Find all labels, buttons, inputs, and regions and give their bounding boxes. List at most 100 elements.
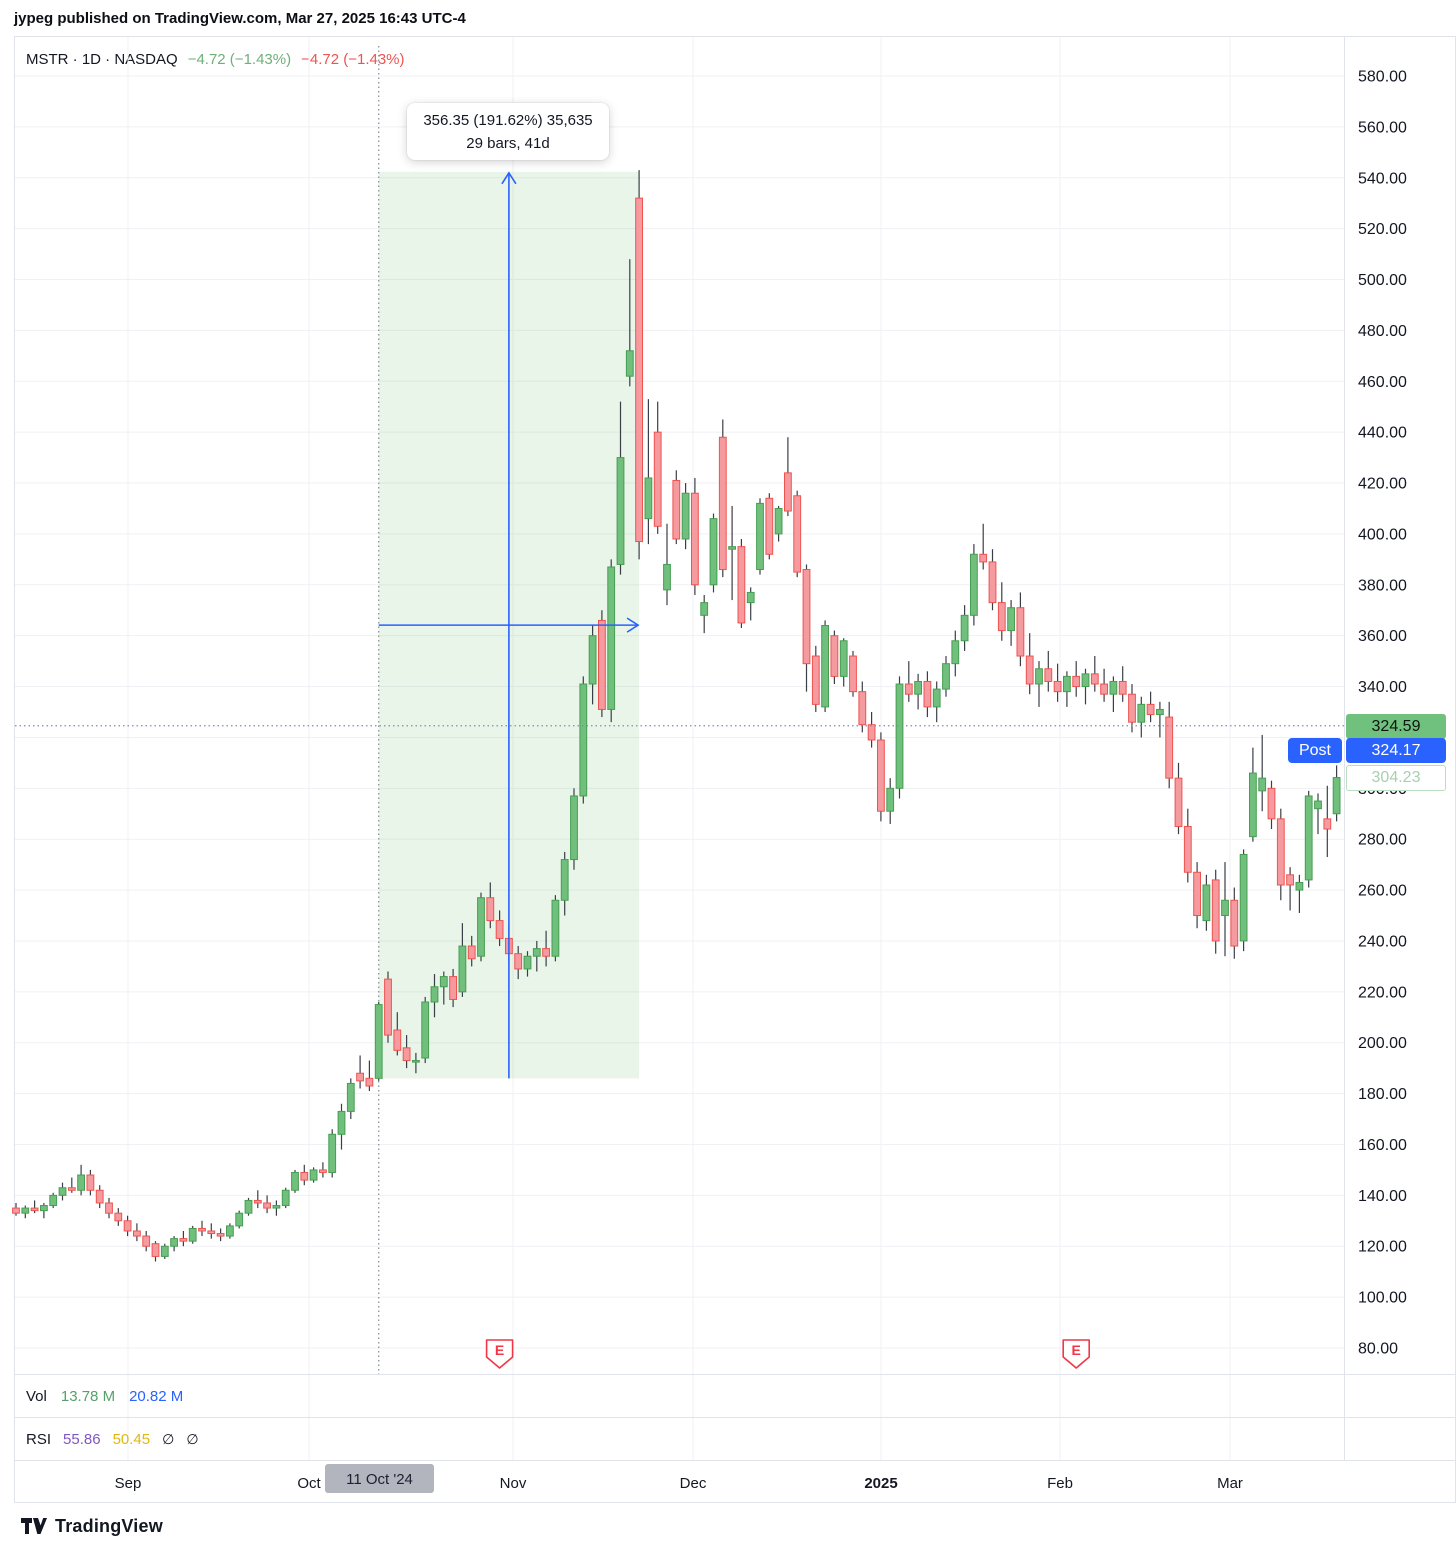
candle-body — [374, 1004, 383, 1079]
svg-text:120.00: 120.00 — [1358, 1239, 1407, 1256]
candle-body — [802, 569, 811, 665]
candle-body — [951, 640, 960, 665]
measure-tooltip-line1: 356.35 (191.62%) 35,635 — [423, 111, 593, 129]
candle-body — [272, 1205, 281, 1209]
svg-text:260.00: 260.00 — [1358, 883, 1407, 900]
measure-tooltip: 356.35 (191.62%) 35,635 29 bars, 41d — [407, 103, 609, 160]
candle-body — [774, 507, 783, 535]
candle-body — [858, 691, 867, 726]
candle-body — [784, 472, 792, 512]
candle-body — [830, 635, 839, 677]
price-axis-labels[interactable]: 580.00 560.00 540.00 520.00 500.00 480.00 460.… — [1358, 69, 1407, 1358]
session-change: −4.72 (−1.43%) — [187, 51, 292, 68]
candle-body — [412, 1060, 420, 1063]
gridlines — [15, 37, 1344, 1460]
svg-text:580.00: 580.00 — [1358, 69, 1407, 86]
candle-body — [1118, 680, 1127, 695]
earnings-marker-icon[interactable]: E — [1062, 1339, 1090, 1369]
candle-body — [756, 502, 764, 571]
candle-body — [1016, 607, 1025, 657]
candle-body — [700, 602, 709, 616]
candle-body — [1332, 777, 1341, 815]
candle-body — [1063, 675, 1071, 693]
rsi-value: 55.86 — [63, 1431, 101, 1448]
candle-body — [570, 795, 578, 861]
svg-text:Dec: Dec — [680, 1475, 707, 1492]
candle-body — [1025, 655, 1034, 685]
candle-body — [235, 1212, 244, 1227]
svg-text:E: E — [1072, 1342, 1081, 1358]
candle-body — [765, 497, 774, 555]
svg-text:240.00: 240.00 — [1358, 933, 1407, 950]
candle-body — [1090, 673, 1099, 685]
svg-text:440.00: 440.00 — [1358, 425, 1407, 442]
svg-text:Mar: Mar — [1217, 1475, 1243, 1492]
candle-body — [402, 1047, 411, 1062]
candle-body — [384, 978, 392, 1036]
svg-text:Feb: Feb — [1047, 1475, 1073, 1492]
candle-body — [718, 436, 727, 571]
candle-body — [988, 561, 997, 604]
rsi-empty-set-icon: ∅ — [162, 1431, 175, 1447]
volume-value: 13.78 M — [60, 1388, 116, 1405]
measure-tooltip-line2: 29 bars, 41d — [466, 134, 550, 152]
candle-body — [867, 724, 876, 741]
svg-text:Oct: Oct — [297, 1475, 321, 1492]
last-price-label: 324.59 — [1346, 714, 1446, 739]
candlestick-series — [12, 170, 1341, 1262]
candle-body — [635, 197, 644, 543]
candle-body — [663, 563, 671, 591]
candle-body — [672, 479, 681, 540]
candle-body — [1156, 708, 1164, 716]
candle-body — [95, 1189, 104, 1204]
candle-body — [151, 1243, 160, 1257]
svg-text:460.00: 460.00 — [1358, 374, 1407, 391]
candle-body — [1304, 795, 1313, 881]
symbol-name: MSTR · 1D · NASDAQ — [26, 51, 178, 68]
candle-body — [40, 1205, 48, 1212]
candle-body — [160, 1245, 169, 1257]
candle-body — [1146, 703, 1155, 716]
svg-text:540.00: 540.00 — [1358, 170, 1407, 187]
earnings-marker-icon[interactable]: E — [485, 1339, 514, 1369]
candle-body — [886, 787, 895, 812]
candle-body — [49, 1194, 58, 1207]
candle-body — [1174, 777, 1183, 827]
candle-body — [486, 897, 495, 922]
candle-body — [291, 1171, 299, 1191]
tradingview-logo[interactable]: TradingView — [20, 1515, 163, 1537]
candle-body — [21, 1207, 30, 1214]
svg-text:280.00: 280.00 — [1358, 832, 1407, 849]
svg-text:11 Oct '24: 11 Oct '24 — [346, 1471, 413, 1488]
candle-body — [681, 492, 690, 540]
candle-body — [1044, 668, 1053, 682]
date-axis-labels[interactable]: Sep Oct Nov Dec 2025 Feb Mar — [115, 1475, 1243, 1492]
candle-body — [551, 899, 560, 957]
candle-body — [12, 1207, 20, 1214]
candle-body — [216, 1233, 225, 1237]
candle-body — [309, 1169, 318, 1181]
candle-body — [542, 948, 551, 957]
volume-indicator-row: Vol 13.78 M 20.82 M — [26, 1388, 183, 1405]
candle-body — [598, 619, 606, 710]
candle-body — [579, 683, 588, 797]
candle-body — [58, 1187, 67, 1196]
candle-body — [1314, 800, 1322, 810]
candle-body — [1137, 703, 1146, 723]
candle-body — [365, 1077, 374, 1087]
candle-body — [960, 614, 969, 642]
candle-body — [1081, 673, 1090, 688]
candle-body — [67, 1187, 76, 1191]
candle-body — [170, 1238, 178, 1247]
candle-body — [607, 566, 616, 710]
post-market-tag: Post — [1288, 738, 1342, 763]
symbol-legend: MSTR · 1D · NASDAQ −4.72 (−1.43%) −4.72 (−… — [26, 51, 405, 68]
candle-body — [728, 546, 737, 550]
candle-body — [1267, 787, 1276, 820]
candle-body — [207, 1230, 216, 1235]
candle-body — [1323, 818, 1332, 830]
candle-body — [263, 1202, 272, 1209]
candle-body — [979, 553, 988, 563]
candle-body — [477, 897, 485, 957]
